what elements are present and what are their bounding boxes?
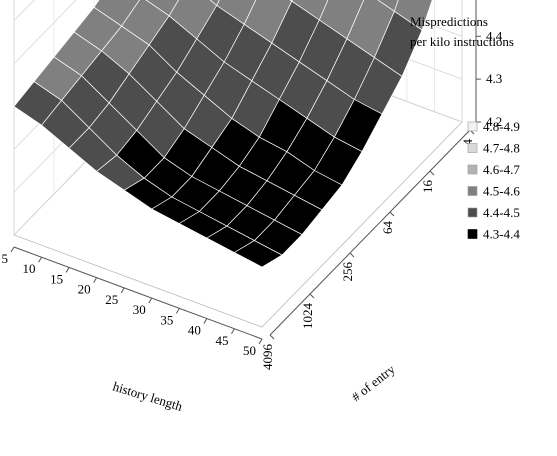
legend-label: 4.3-4.4 bbox=[483, 227, 520, 242]
legend-swatch bbox=[467, 207, 478, 218]
x-tick-label: 5 bbox=[2, 251, 9, 266]
y-tick-label: 16 bbox=[420, 180, 435, 194]
x-tick-label: 40 bbox=[188, 323, 201, 338]
x-tick-mark bbox=[258, 338, 263, 345]
x-tick-mark bbox=[175, 308, 180, 314]
x-tick-label: 30 bbox=[133, 302, 146, 317]
x-tick-mark bbox=[148, 297, 153, 304]
x-tick-label: 25 bbox=[105, 292, 118, 307]
x-tick-mark bbox=[10, 246, 15, 253]
x-tick-label: 10 bbox=[23, 261, 36, 276]
y-tick-label: 1024 bbox=[300, 303, 315, 330]
legend-swatch bbox=[467, 121, 478, 132]
surface-mesh bbox=[13, 0, 433, 268]
z-tick-label: 4.3 bbox=[486, 71, 502, 86]
x-tick-label: 35 bbox=[160, 312, 173, 327]
x-tick-mark bbox=[120, 287, 125, 294]
y-tick-label: 64 bbox=[380, 221, 395, 235]
x-axis-title: history length bbox=[111, 379, 185, 414]
z-axis-title-line-2: per kilo instructions bbox=[410, 34, 514, 49]
x-tick-label: 20 bbox=[78, 282, 91, 297]
y-tick-mark bbox=[429, 170, 435, 176]
x-tick-label: 15 bbox=[50, 271, 63, 286]
x-tick-label: 50 bbox=[243, 343, 256, 358]
z-axis-title-line-1: Mispredictions bbox=[410, 14, 488, 29]
x-tick-mark bbox=[38, 256, 42, 263]
y-tick-mark bbox=[349, 252, 355, 258]
legend: 4.8-4.9 4.7-4.8 4.6-4.7 4.5-4.6 4.4-4.5 4.3-4… bbox=[467, 119, 520, 242]
x-tick-mark bbox=[93, 277, 98, 283]
x-tick-mark bbox=[203, 318, 208, 324]
x-tick-mark bbox=[65, 267, 70, 273]
y-tick-mark bbox=[389, 211, 395, 217]
y-tick-mark bbox=[269, 334, 275, 340]
chart-axes: 4.24.34.44.54.64.74.84.95101520253035404… bbox=[2, 0, 503, 370]
x-tick-mark bbox=[231, 328, 235, 335]
x-tick-label: 45 bbox=[215, 333, 228, 348]
legend-label: 4.6-4.7 bbox=[483, 162, 520, 177]
legend-swatch bbox=[467, 229, 478, 239]
z-tick-label: 4.4 bbox=[486, 28, 503, 43]
y-tick-label: 4 bbox=[460, 139, 475, 146]
y-tick-label: 4096 bbox=[260, 344, 275, 371]
y-tick-label: 256 bbox=[340, 262, 355, 282]
z-tick-label: 4.2 bbox=[486, 114, 502, 129]
legend-label: 4.8-4.9 bbox=[483, 119, 520, 134]
legend-swatch bbox=[467, 143, 478, 153]
y-tick-mark bbox=[309, 293, 315, 299]
surface-cell bbox=[234, 240, 283, 268]
y-axis-title: # of entry bbox=[349, 361, 398, 404]
legend-label: 4.7-4.8 bbox=[483, 141, 520, 156]
y-axis-line bbox=[269, 129, 471, 336]
legend-swatch bbox=[467, 164, 478, 175]
legend-label: 4.4-4.5 bbox=[483, 205, 520, 220]
legend-label: 4.5-4.6 bbox=[483, 184, 520, 199]
x-axis-line bbox=[13, 246, 263, 340]
legend-swatch bbox=[467, 186, 478, 196]
